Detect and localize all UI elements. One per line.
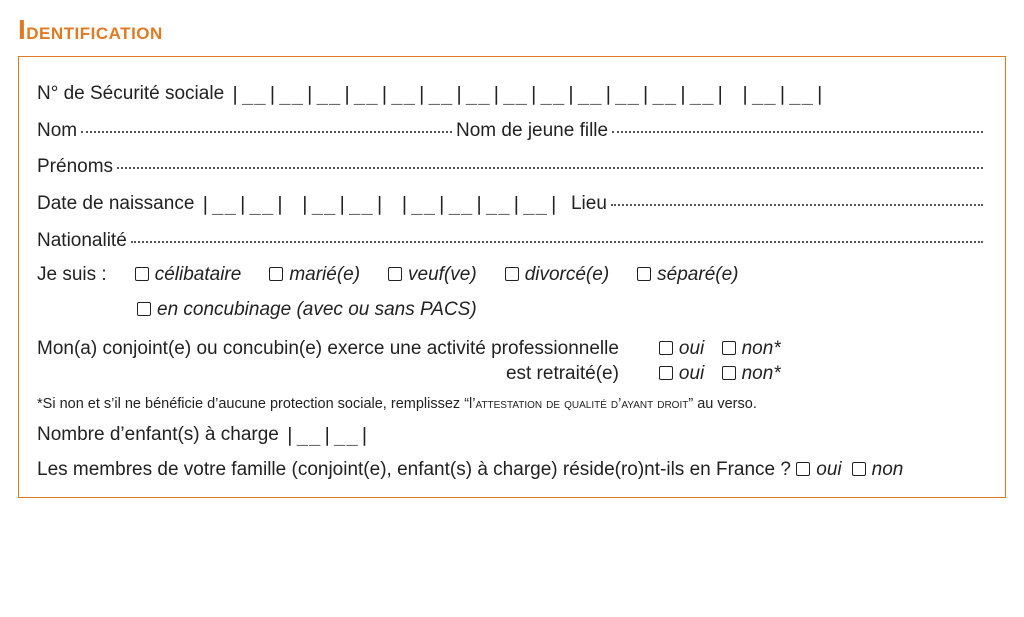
spouse-footnote: *Si non et s’il ne bénéficie d’aucune pr… xyxy=(37,396,987,412)
section-title: Identification xyxy=(18,14,1006,46)
residence-oui[interactable]: oui xyxy=(796,458,841,483)
spouse-retired-oui[interactable]: oui xyxy=(659,363,710,384)
identification-box: N° de Sécurité sociale |__|__|__|__|__|_… xyxy=(18,56,1006,498)
spouse-retired-non[interactable]: non* xyxy=(722,363,781,384)
residence-question: Les membres de votre famille (conjoint(e… xyxy=(37,458,791,483)
firstnames-row: Prénoms xyxy=(37,153,987,180)
maiden-label: Nom de jeune fille xyxy=(456,119,608,144)
spouse-activity-non[interactable]: non* xyxy=(722,338,781,359)
nationality-row: Nationalité xyxy=(37,227,987,254)
spouse-retired-label: est retraité(e) xyxy=(506,362,619,387)
checkbox-icon xyxy=(637,267,651,281)
checkbox-icon xyxy=(388,267,402,281)
dob-row: Date de naissance |__|__| |__|__| |__|__… xyxy=(37,190,987,217)
marital-row: Je suis : célibataire marié(e) veuf(ve) … xyxy=(37,263,987,288)
checkbox-icon xyxy=(269,267,283,281)
spouse-activity-label: Mon(a) conjoint(e) ou concubin(e) exerce… xyxy=(37,337,619,362)
marital-option-separe[interactable]: séparé(e) xyxy=(637,263,738,288)
birthplace-field[interactable] xyxy=(611,187,983,206)
checkbox-icon xyxy=(722,341,736,355)
surname-label: Nom xyxy=(37,119,77,144)
firstnames-field[interactable] xyxy=(117,150,983,169)
nationality-field[interactable] xyxy=(131,224,983,243)
children-row: Nombre d’enfant(s) à charge |__|__| xyxy=(37,422,987,448)
nationality-label: Nationalité xyxy=(37,229,127,254)
ssn-ticks[interactable]: |__|__|__|__|__|__|__|__|__|__|__|__|__|… xyxy=(229,82,826,107)
checkbox-icon xyxy=(659,341,673,355)
ssn-label: N° de Sécurité sociale xyxy=(37,82,224,107)
spouse-activity-row: Mon(a) conjoint(e) ou concubin(e) exerce… xyxy=(37,337,987,386)
birthplace-label: Lieu xyxy=(571,192,607,217)
marital-option-marie[interactable]: marié(e) xyxy=(269,263,360,288)
dob-ticks[interactable]: |__|__| |__|__| |__|__|__|__| xyxy=(200,192,561,217)
checkbox-icon xyxy=(852,462,866,476)
checkbox-icon xyxy=(505,267,519,281)
marital-option-veuf[interactable]: veuf(ve) xyxy=(388,263,477,288)
checkbox-icon xyxy=(796,462,810,476)
checkbox-icon xyxy=(722,366,736,380)
residence-non[interactable]: non xyxy=(852,458,904,483)
maiden-field[interactable] xyxy=(612,114,983,133)
name-row: Nom Nom de jeune fille xyxy=(37,117,987,144)
marital-label: Je suis : xyxy=(37,263,107,288)
children-ticks[interactable]: |__|__| xyxy=(284,423,371,448)
marital-option-concubinage[interactable]: en concubinage (avec ou sans PACS) xyxy=(137,298,477,323)
dob-label: Date de naissance xyxy=(37,192,194,217)
checkbox-icon xyxy=(135,267,149,281)
checkbox-icon xyxy=(659,366,673,380)
firstnames-label: Prénoms xyxy=(37,155,113,180)
checkbox-icon xyxy=(137,302,151,316)
surname-field[interactable] xyxy=(81,114,452,133)
marital-extra-row: en concubinage (avec ou sans PACS) xyxy=(137,298,987,323)
residence-row: Les membres de votre famille (conjoint(e… xyxy=(37,458,987,483)
marital-option-divorce[interactable]: divorcé(e) xyxy=(505,263,609,288)
ssn-row: N° de Sécurité sociale |__|__|__|__|__|_… xyxy=(37,81,987,107)
marital-option-celibataire[interactable]: célibataire xyxy=(135,263,242,288)
spouse-activity-oui[interactable]: oui xyxy=(659,338,710,359)
children-label: Nombre d’enfant(s) à charge xyxy=(37,423,279,448)
